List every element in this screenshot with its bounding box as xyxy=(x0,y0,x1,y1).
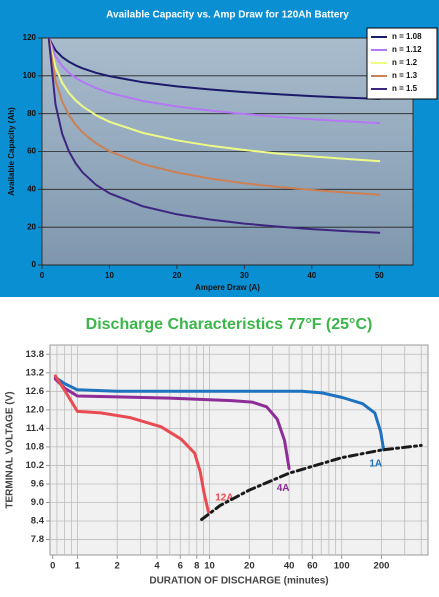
y-tick-label: 120 xyxy=(23,33,37,42)
x-tick-label: 60 xyxy=(307,561,318,572)
x-tick-label: 10 xyxy=(105,271,114,280)
x-tick-label: 6 xyxy=(178,561,183,572)
series-line xyxy=(47,37,381,234)
y-tick-label: 9.6 xyxy=(31,478,44,489)
y-tick-label: 20 xyxy=(27,222,36,231)
x-tick-label: 40 xyxy=(307,271,316,280)
legend-box xyxy=(366,27,438,100)
legend-label: n = 1.3 xyxy=(392,71,418,80)
chart-title: Available Capacity vs. Amp Draw for 120A… xyxy=(106,10,349,21)
y-tick-label: 7.8 xyxy=(31,534,44,545)
y-tick-label: 10.2 xyxy=(26,460,45,471)
y-tick-label: 12.0 xyxy=(26,404,45,415)
y-tick-label: 12.6 xyxy=(26,386,45,397)
legend-label: n = 1.2 xyxy=(392,58,418,67)
x-tick-label: 20 xyxy=(172,271,181,280)
x-tick-label: 2 xyxy=(115,561,120,572)
series-line xyxy=(47,37,381,196)
x-tick-label: 200 xyxy=(374,561,390,572)
y-tick-label: 11.4 xyxy=(26,423,45,434)
series-line xyxy=(47,37,381,163)
x-tick-label: 50 xyxy=(375,271,384,280)
x-tick-label: 4 xyxy=(154,561,160,572)
y-tick-label: 0 xyxy=(32,260,37,269)
y-tick-label: 10.8 xyxy=(26,441,45,452)
y-tick-label: 8.4 xyxy=(31,516,45,527)
series-line xyxy=(47,37,381,100)
series-line xyxy=(200,443,423,521)
series-label: 4A xyxy=(277,483,290,494)
x-tick-label: 40 xyxy=(284,561,295,572)
x-tick-label: 100 xyxy=(334,561,350,572)
legend-label: n = 1.08 xyxy=(392,32,422,41)
plot-area xyxy=(49,344,429,556)
x-axis-label: Ampere Draw (A) xyxy=(195,283,260,292)
x-tick-label: 30 xyxy=(240,271,249,280)
series-label: 12A xyxy=(215,492,233,503)
x-tick-label: 0 xyxy=(50,561,55,572)
series-line xyxy=(53,375,386,452)
x-tick-label: 8 xyxy=(194,561,199,572)
y-tick-label: 13.8 xyxy=(26,349,45,360)
y-tick-label: 13.2 xyxy=(26,367,45,378)
series-line xyxy=(53,377,291,470)
y-tick-label: 60 xyxy=(27,147,36,156)
y-tick-label: 100 xyxy=(23,71,37,80)
series-label: 1A xyxy=(369,459,382,470)
x-tick-label: 0 xyxy=(40,271,45,280)
chart-title: Discharge Characteristics 77°F (25°C) xyxy=(86,316,373,333)
x-tick-label: 20 xyxy=(244,561,255,572)
series-line xyxy=(53,374,210,514)
legend-label: n = 1.12 xyxy=(392,45,422,54)
y-axis-label: Available Capacity (Ah) xyxy=(7,107,16,196)
y-tick-label: 9.0 xyxy=(31,497,44,508)
y-tick-label: 40 xyxy=(27,184,36,193)
legend-label: n = 1.5 xyxy=(392,84,418,93)
y-axis-label: TERMINAL VOLTAGE (V) xyxy=(5,391,16,508)
y-tick-label: 80 xyxy=(27,109,36,118)
x-tick-label: 10 xyxy=(204,561,215,572)
series-line xyxy=(47,37,381,125)
x-tick-label: 1 xyxy=(75,561,81,572)
x-axis-label: DURATION OF DISCHARGE (minutes) xyxy=(149,576,328,587)
